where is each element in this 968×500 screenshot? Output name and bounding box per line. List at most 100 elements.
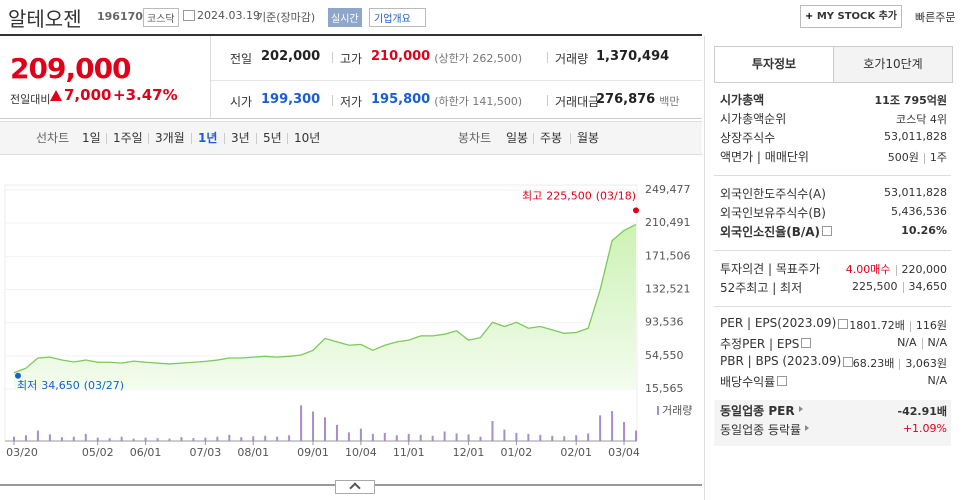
y-tick-label: 132,521 — [645, 283, 691, 296]
y-tick-label: 210,491 — [645, 216, 691, 229]
volume-bar — [527, 433, 530, 441]
volume-bar — [204, 437, 207, 441]
company-info[interactable]: 기업개요 — [369, 8, 426, 27]
volume-bar — [383, 432, 386, 441]
stat-extra: (상한가 262,500) — [434, 52, 523, 65]
info-tab[interactable]: 투자정보 — [714, 46, 834, 82]
high-marker — [633, 207, 639, 214]
info-tab[interactable]: 호가10단계 — [833, 46, 953, 83]
candle-tab[interactable]: 주봉 — [540, 131, 563, 145]
volume-bar — [575, 435, 578, 441]
my-stock-label: MY STOCK 추가 — [816, 11, 898, 22]
period-tab[interactable]: 1일 — [82, 131, 101, 145]
info-label: 외국인소진율(B/A) — [720, 225, 821, 239]
help-icon[interactable] — [801, 338, 812, 348]
x-tick-label: 09/01 — [297, 446, 329, 459]
stat-label: 고가 — [340, 52, 363, 66]
my-stock-button[interactable]: + MY STOCK 추가 — [800, 5, 902, 28]
tab-underline — [714, 82, 951, 83]
x-tick-label: 02/01 — [560, 446, 592, 459]
info-value: 10.26% — [901, 224, 947, 237]
value-part: 500원 — [887, 151, 919, 164]
volume-bar — [276, 436, 279, 441]
x-tick-label: 03/20 — [6, 446, 38, 459]
volume-bar — [635, 430, 637, 441]
volume-bar — [395, 435, 398, 441]
volume-bar — [96, 437, 99, 441]
price-area — [14, 224, 636, 389]
tab-separator — [148, 133, 149, 144]
annotation-part: 34,650 — [41, 379, 80, 392]
help-icon[interactable] — [843, 357, 854, 367]
info-value: 코스닥 4위 — [896, 111, 947, 127]
stat-separator — [547, 95, 548, 106]
low-annotation: 최저 34,650 (03/27) — [17, 379, 124, 392]
stat-label: 전일 — [230, 52, 253, 66]
candle-tab[interactable]: 일봉 — [506, 131, 529, 145]
help-icon[interactable] — [777, 376, 788, 386]
tab-label: 선차트 — [36, 131, 70, 145]
tab-separator — [191, 133, 192, 144]
y-tick-label: 171,506 — [645, 249, 691, 262]
help-icon[interactable] — [822, 226, 833, 236]
info-label: 동일업종 등락률 — [720, 423, 802, 437]
change: 7,000 — [64, 86, 112, 104]
help-icon[interactable] — [838, 319, 849, 329]
volume-bar — [84, 433, 87, 441]
volume-bar — [431, 435, 434, 441]
period-tab[interactable]: 3년 — [231, 131, 250, 145]
annotation-part: 최저 — [17, 379, 37, 392]
period-tab[interactable]: 5년 — [263, 131, 282, 145]
realtime-badge[interactable]: 실시간 — [328, 8, 362, 27]
tab-bar — [0, 121, 702, 155]
value-separator — [909, 320, 911, 332]
volume-bar — [359, 428, 362, 441]
y-tick-label: 93,536 — [645, 316, 684, 329]
arrow-icon — [798, 406, 803, 412]
info-label: 시가총액순위 — [720, 112, 787, 126]
arrow-icon — [805, 425, 810, 431]
value-separator — [921, 337, 923, 349]
collapse-button[interactable] — [335, 480, 375, 494]
x-tick-label: 10/04 — [345, 446, 377, 459]
section-divider — [714, 175, 951, 176]
stat-separator — [332, 52, 333, 63]
divider — [210, 36, 211, 118]
volume-bar — [479, 436, 482, 441]
annotation-part: 최고 — [522, 189, 542, 202]
annotation-part: (03/27) — [84, 379, 124, 392]
volume-bar — [120, 436, 123, 441]
period-tab[interactable]: 1년 — [198, 131, 218, 145]
stat-label: 저가 — [340, 95, 363, 109]
candle-tab[interactable]: 월봉 — [577, 131, 600, 145]
volume-bar — [264, 435, 267, 441]
quick-order[interactable]: 빠른주문 — [915, 11, 956, 24]
info-value: N/A N/A — [897, 336, 947, 349]
info-value: 5,436,536 — [891, 205, 947, 218]
info-value: -42.91배 — [898, 403, 947, 419]
info-label: 액면가 | 매매단위 — [720, 150, 809, 164]
period-tab[interactable]: 3개월 — [155, 131, 185, 145]
section-divider — [714, 306, 951, 307]
price-chart: 15,565 54,550 93,536 132,521 171,506 210,491 2… — [4, 183, 692, 459]
period-tab[interactable]: 10년 — [294, 131, 321, 145]
volume-bar — [515, 432, 518, 441]
volume-bar — [335, 424, 338, 441]
info-label: PBR | BPS (2023.09) — [720, 354, 842, 368]
stat-value: 276,876 — [596, 92, 656, 107]
x-tick-label: 11/01 — [393, 446, 425, 459]
info-label: 배당수익률 — [720, 375, 776, 389]
price-line — [13, 223, 637, 374]
info-label: PER | EPS(2023.09) — [720, 316, 837, 330]
value-part: 34,650 — [908, 280, 948, 293]
section-divider — [714, 250, 951, 251]
info-value: 1801.72배 116원 — [849, 317, 947, 333]
volume-bar — [36, 430, 39, 441]
up-triangle — [50, 90, 62, 101]
period-tab[interactable]: 1주일 — [113, 131, 143, 145]
volume-bar — [503, 429, 506, 441]
volume-bar — [144, 437, 147, 441]
volume-bar — [419, 434, 422, 441]
info-value: 4.00매수 220,000 — [846, 261, 947, 277]
